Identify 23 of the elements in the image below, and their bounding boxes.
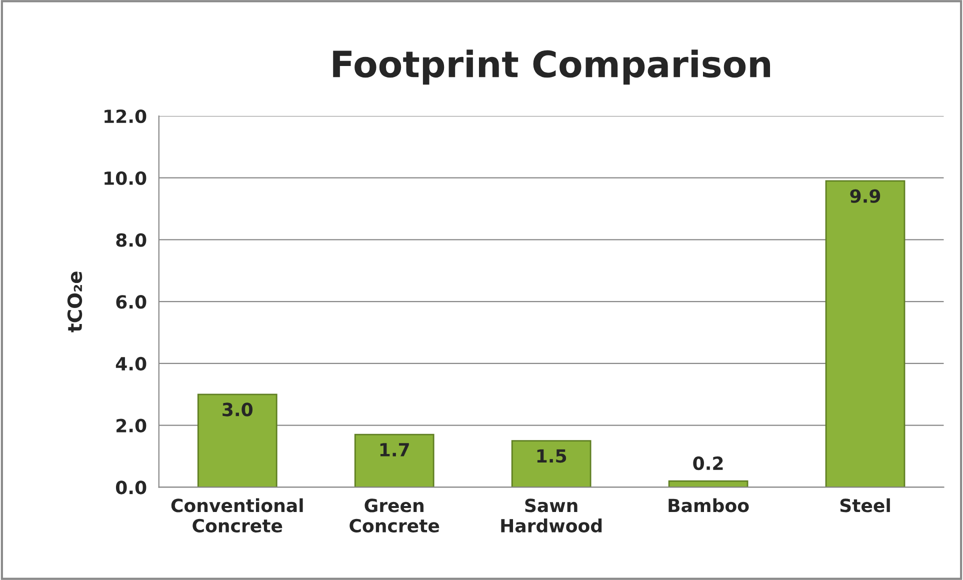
y-axis-title: tCO₂e [67, 272, 82, 332]
data-label: 1.5 [537, 449, 566, 463]
chart-title: Footprint Comparison [333, 50, 770, 85]
data-label: 1.7 [380, 443, 409, 456]
y-tick-label: 10.0 [104, 171, 146, 185]
x-tick-label: Conventional Concrete [171, 498, 303, 533]
x-tick-label: Steel [840, 498, 890, 512]
y-tick-label: 0.0 [116, 480, 146, 494]
y-tick-label: 4.0 [116, 356, 146, 371]
y-tick-label: 12.0 [104, 109, 146, 124]
bar [354, 434, 434, 488]
y-tick-label: 6.0 [116, 295, 146, 309]
data-label: 0.2 [693, 456, 723, 470]
bar [825, 180, 906, 488]
bar [511, 440, 592, 488]
data-label: 3.0 [222, 402, 253, 416]
y-tick-label: 8.0 [116, 233, 146, 247]
y-tick-label: 2.0 [116, 418, 146, 432]
x-tick-label: Sawn Hardwood [501, 498, 602, 533]
x-tick-label: Bamboo [668, 498, 749, 512]
x-tick-label: Green Concrete [350, 498, 440, 533]
data-label: 9.9 [850, 189, 880, 203]
bar [197, 394, 278, 488]
